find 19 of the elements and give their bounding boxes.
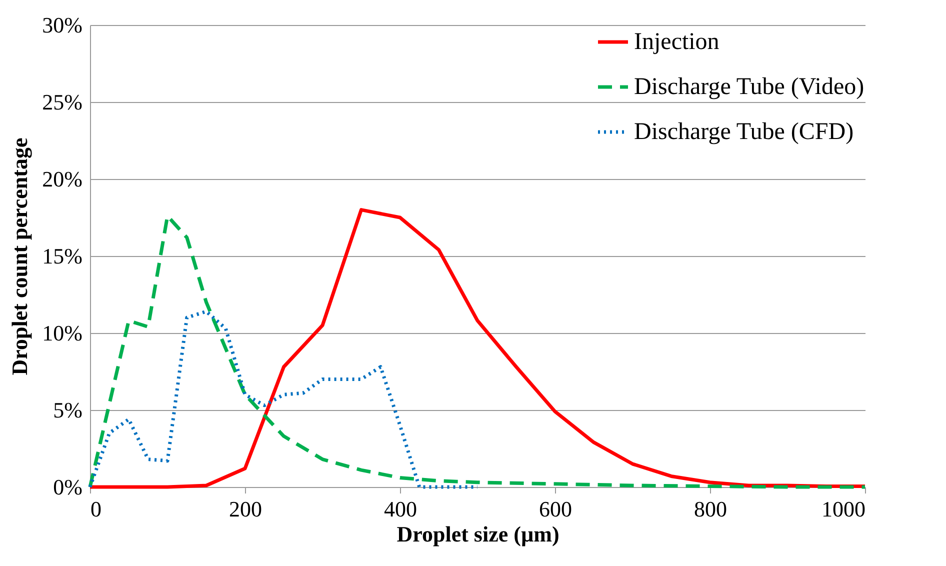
y-tick-label: 10%	[42, 320, 82, 346]
y-tick-label: 15%	[42, 244, 82, 268]
legend-label: Discharge Tube (CFD)	[634, 119, 854, 145]
x-tick-label: 600	[539, 496, 572, 522]
x-tick-label: 0	[90, 496, 102, 522]
y-tick-label: 25%	[42, 90, 82, 114]
x-tick-label: 400	[384, 496, 417, 522]
x-axis-title: Droplet size (µm)	[396, 522, 560, 546]
y-tick-label: 5%	[53, 398, 82, 422]
y-tick-label: 0%	[53, 474, 82, 500]
legend-label: Discharge Tube (Video)	[634, 74, 864, 100]
x-tick-label: 800	[694, 496, 727, 522]
x-tick-label: 1000	[822, 496, 866, 522]
x-tick-label: 200	[229, 496, 262, 522]
line-series	[88, 310, 480, 489]
y-tick-label: 30%	[42, 12, 82, 38]
legend-label: Injection	[634, 29, 720, 55]
y-axis-title: Droplet count percentage	[7, 138, 32, 376]
y-tick-label: 20%	[42, 166, 82, 192]
